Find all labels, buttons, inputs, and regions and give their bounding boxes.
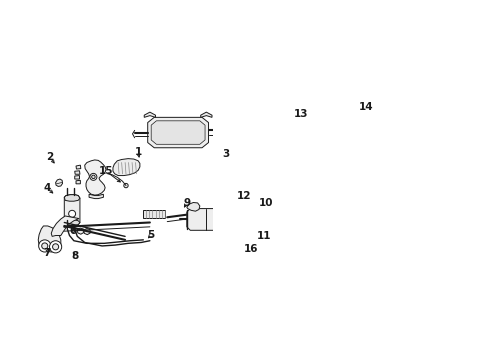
Polygon shape bbox=[51, 216, 79, 237]
Text: 8: 8 bbox=[71, 251, 78, 261]
Polygon shape bbox=[89, 194, 103, 199]
Polygon shape bbox=[187, 208, 226, 230]
Polygon shape bbox=[113, 159, 140, 176]
Text: 1: 1 bbox=[135, 147, 142, 157]
Polygon shape bbox=[144, 112, 155, 117]
Text: 12: 12 bbox=[237, 190, 251, 201]
Text: 2: 2 bbox=[47, 152, 53, 162]
Polygon shape bbox=[38, 226, 61, 252]
Text: 4: 4 bbox=[43, 183, 50, 193]
Circle shape bbox=[92, 175, 95, 179]
Text: 15: 15 bbox=[99, 166, 113, 176]
Text: 10: 10 bbox=[259, 198, 273, 208]
Text: 6: 6 bbox=[70, 226, 76, 236]
Polygon shape bbox=[64, 195, 80, 201]
Polygon shape bbox=[144, 210, 165, 218]
Text: 7: 7 bbox=[43, 248, 50, 258]
Text: 16: 16 bbox=[244, 244, 258, 255]
Polygon shape bbox=[64, 220, 80, 225]
Polygon shape bbox=[229, 199, 239, 207]
Circle shape bbox=[69, 210, 75, 217]
Polygon shape bbox=[85, 160, 106, 195]
Text: 13: 13 bbox=[294, 109, 309, 119]
Polygon shape bbox=[76, 165, 81, 169]
Text: 9: 9 bbox=[183, 198, 191, 208]
Polygon shape bbox=[77, 228, 84, 234]
Polygon shape bbox=[151, 121, 205, 144]
Polygon shape bbox=[201, 112, 212, 117]
Polygon shape bbox=[187, 202, 200, 211]
Polygon shape bbox=[55, 179, 63, 186]
Circle shape bbox=[245, 229, 250, 233]
Circle shape bbox=[52, 244, 59, 250]
Polygon shape bbox=[74, 171, 80, 174]
Polygon shape bbox=[76, 180, 80, 184]
Polygon shape bbox=[74, 176, 79, 179]
Circle shape bbox=[90, 174, 97, 180]
Circle shape bbox=[49, 241, 62, 253]
Text: 3: 3 bbox=[222, 149, 229, 159]
Polygon shape bbox=[64, 195, 80, 225]
Text: 14: 14 bbox=[359, 102, 373, 112]
Circle shape bbox=[39, 240, 51, 252]
Polygon shape bbox=[147, 117, 209, 148]
Circle shape bbox=[124, 183, 128, 188]
Text: 11: 11 bbox=[257, 230, 271, 240]
Polygon shape bbox=[84, 229, 90, 235]
Circle shape bbox=[42, 243, 48, 249]
Text: 5: 5 bbox=[147, 230, 155, 240]
